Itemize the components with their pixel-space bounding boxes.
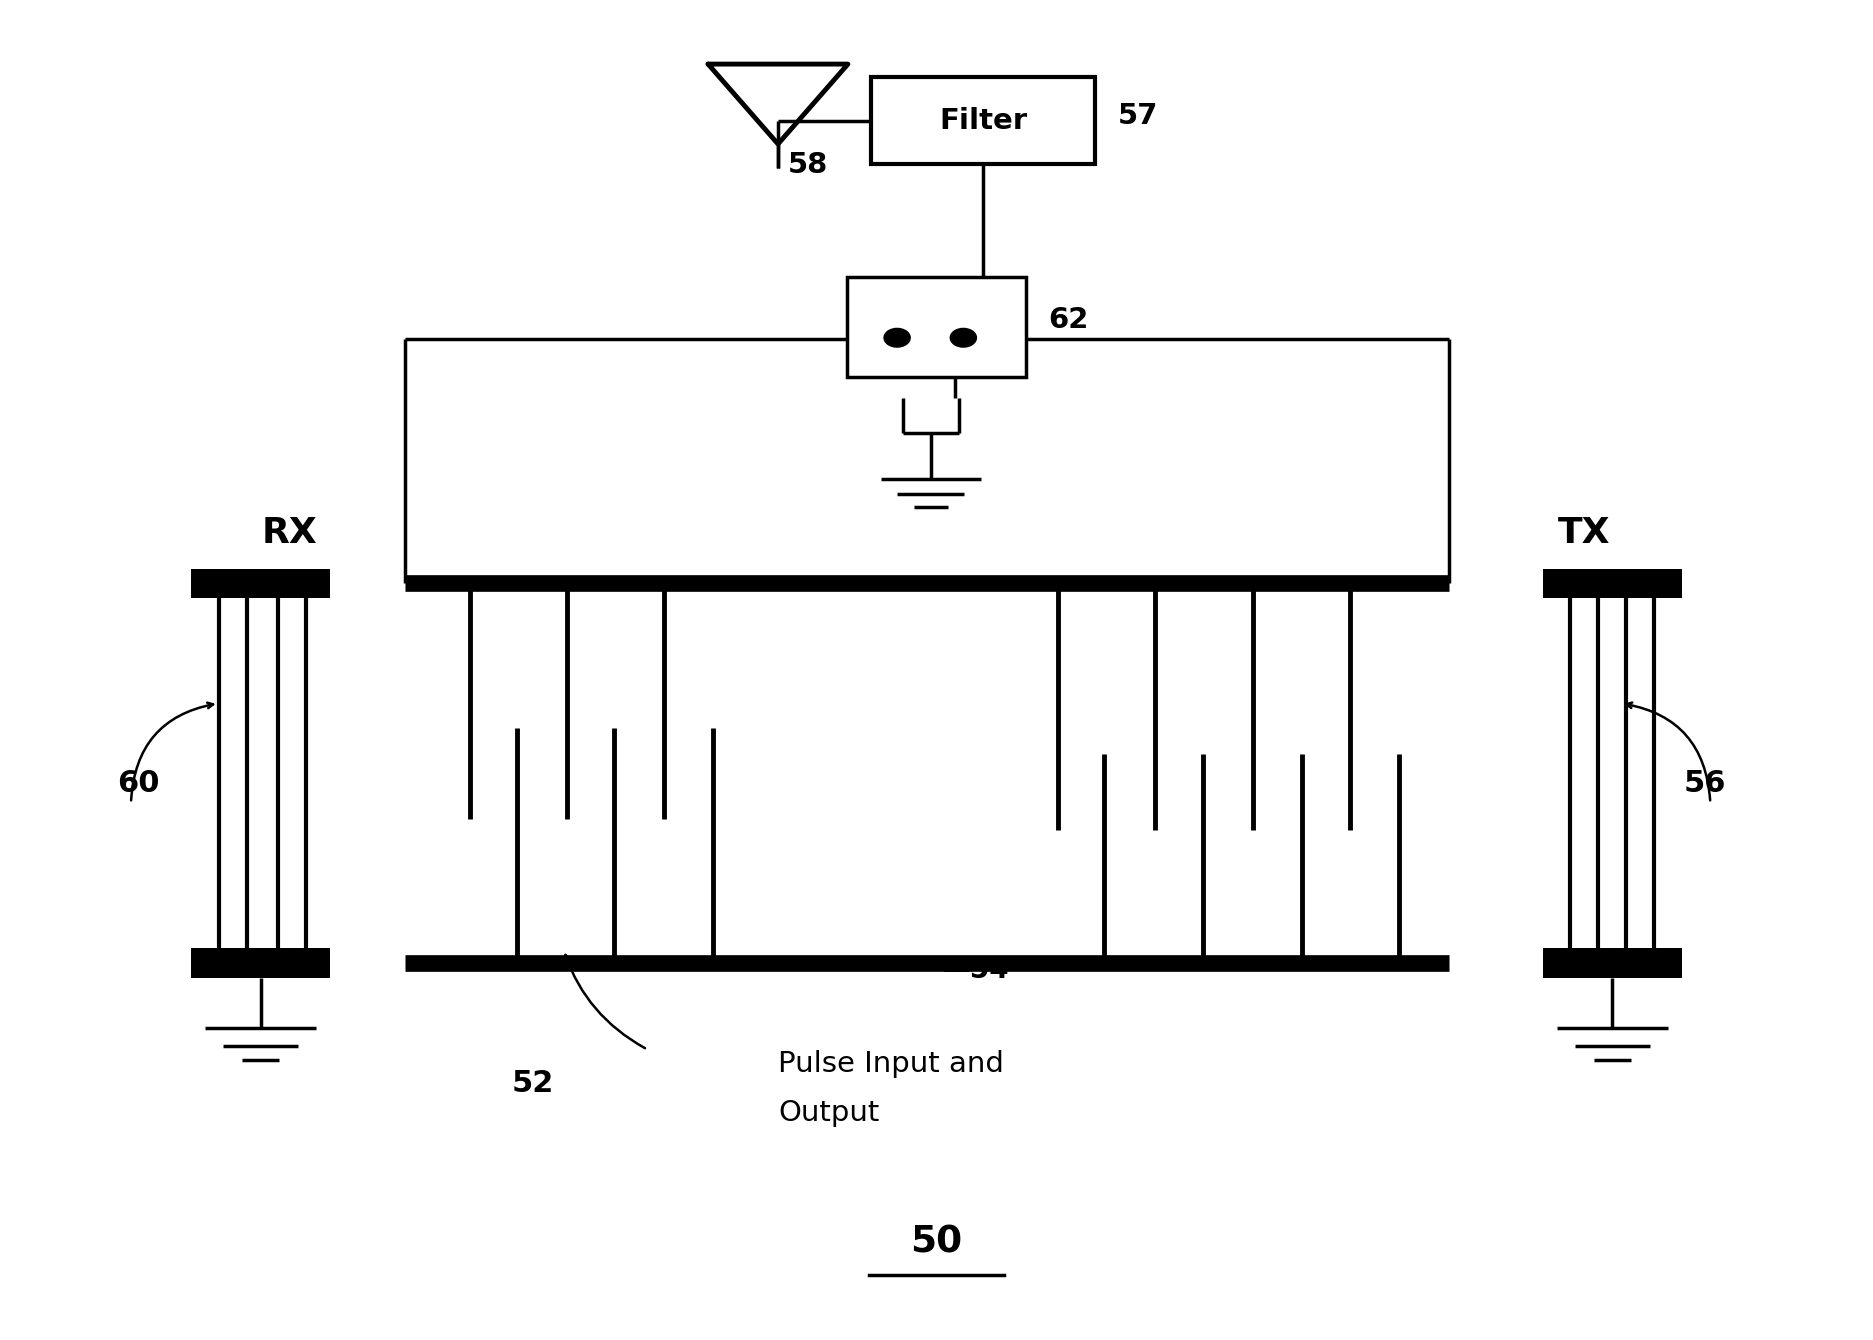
Text: 56: 56 xyxy=(1684,769,1727,797)
Bar xyxy=(1543,949,1682,978)
Text: 60: 60 xyxy=(118,769,159,797)
Bar xyxy=(1543,568,1682,598)
Circle shape xyxy=(950,328,976,347)
Bar xyxy=(847,277,1026,377)
Text: RX: RX xyxy=(262,516,317,551)
Text: TX: TX xyxy=(1558,516,1611,551)
Text: Output: Output xyxy=(777,1099,880,1127)
Text: 57: 57 xyxy=(1118,102,1158,130)
Bar xyxy=(191,949,330,978)
Text: Filter: Filter xyxy=(938,107,1026,135)
Text: Pulse Input and: Pulse Input and xyxy=(777,1049,1004,1077)
Bar xyxy=(191,568,330,598)
Bar xyxy=(871,78,1096,163)
Circle shape xyxy=(884,328,910,347)
Text: —54: —54 xyxy=(942,957,1010,985)
Text: 52: 52 xyxy=(511,1069,554,1099)
Text: 50: 50 xyxy=(910,1225,963,1261)
Polygon shape xyxy=(708,64,848,143)
Text: 62: 62 xyxy=(1049,307,1088,335)
Text: 58: 58 xyxy=(787,150,828,178)
